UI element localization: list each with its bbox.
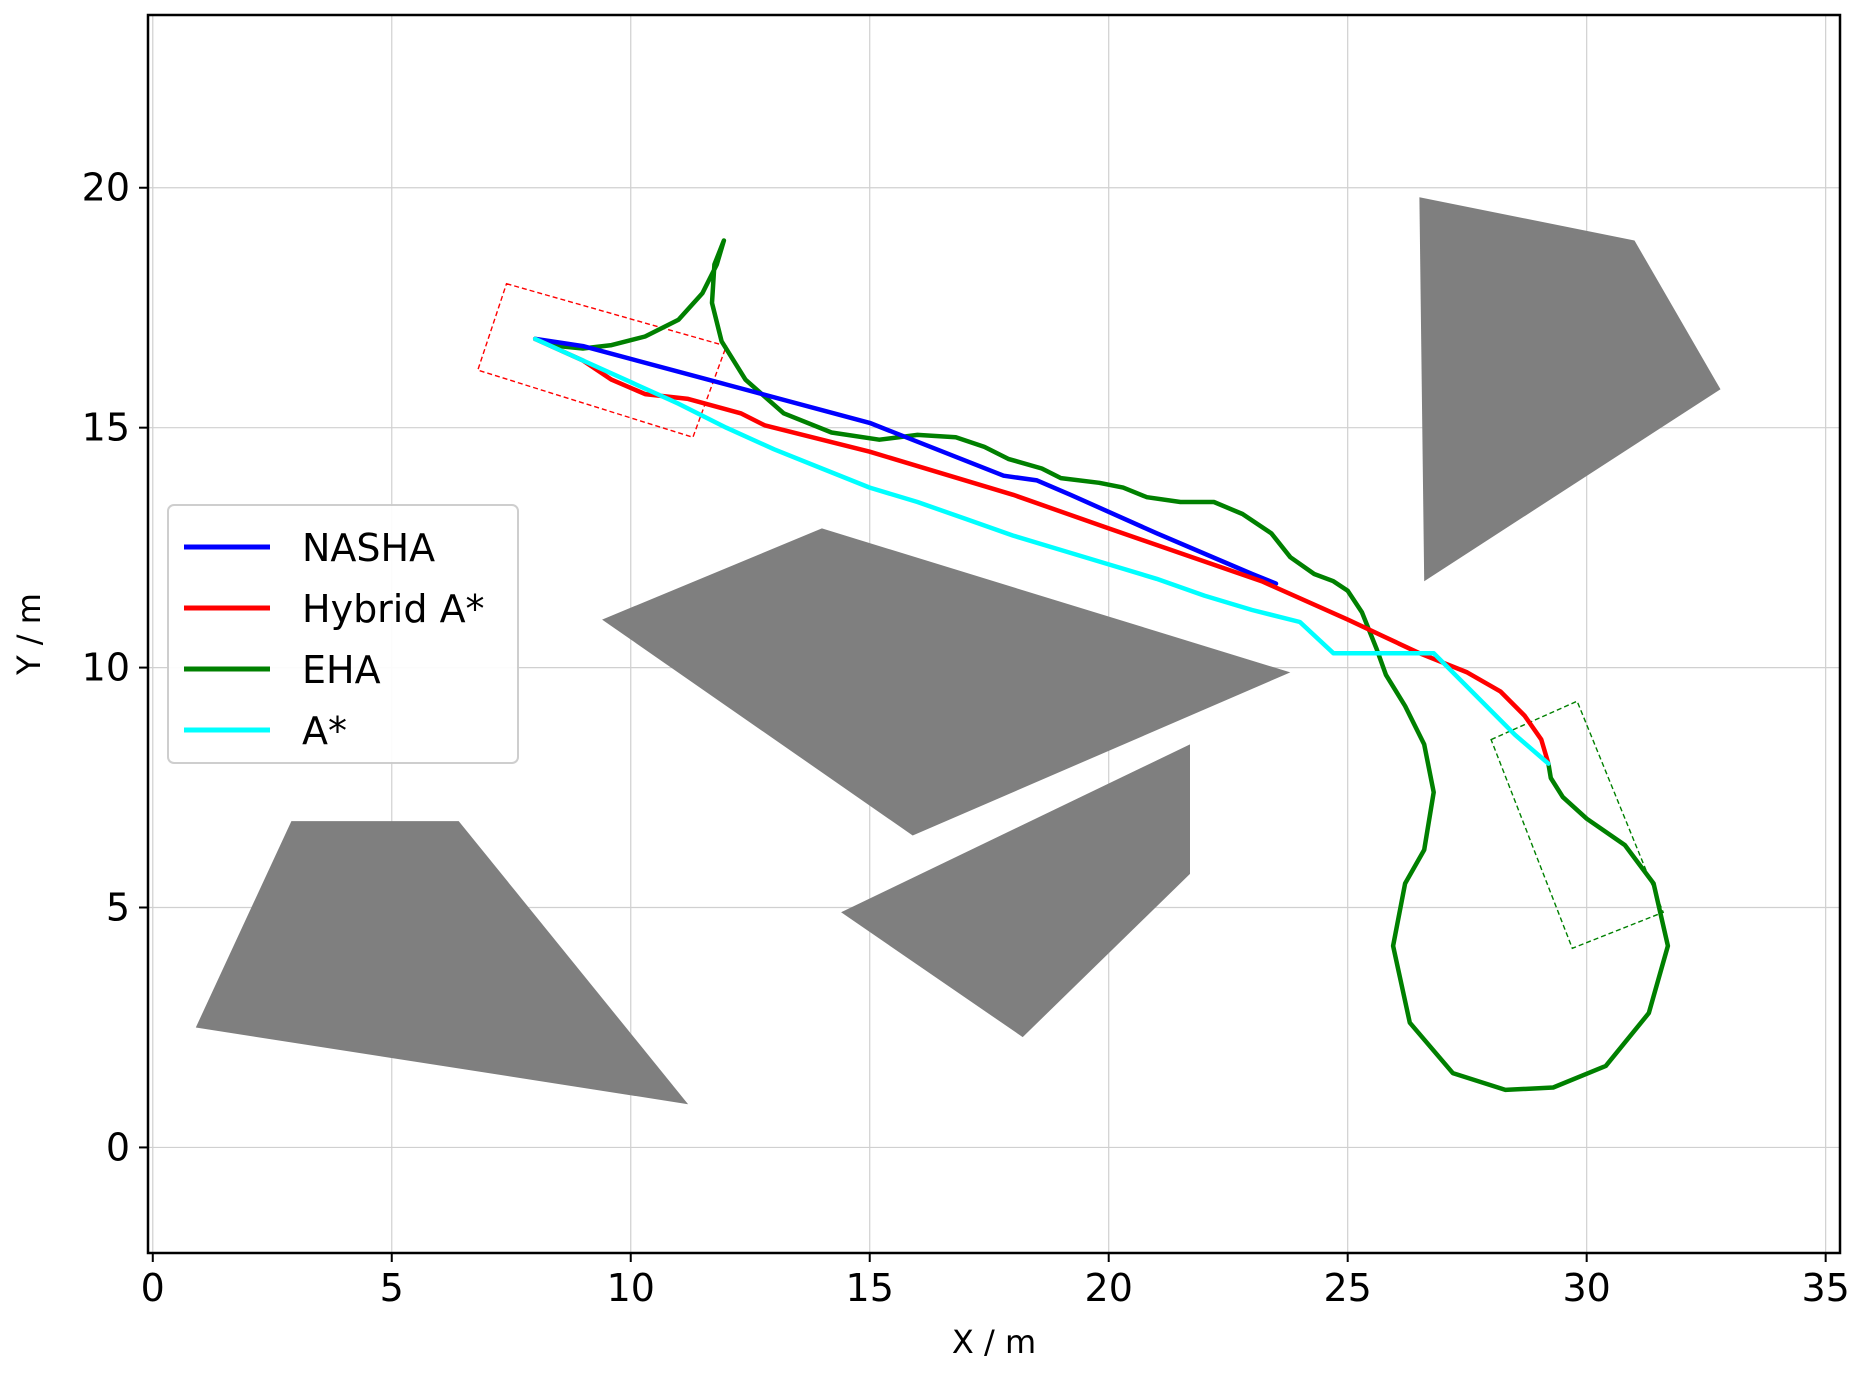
start-vehicle-box <box>476 282 728 439</box>
series-line-eha <box>532 238 1671 1093</box>
y-tick-label: 10 <box>82 646 130 690</box>
x-axis-title: X / m <box>952 1323 1036 1361</box>
x-tick-label: 20 <box>1085 1266 1133 1310</box>
legend-label: NASHA <box>302 526 435 570</box>
x-tick-label: 0 <box>141 1266 165 1310</box>
y-tick-label: 15 <box>82 406 130 450</box>
y-tick-label: 0 <box>106 1125 130 1169</box>
legend-box <box>167 504 519 764</box>
obstacle-polygon <box>195 821 689 1105</box>
y-tick-label: 20 <box>82 166 130 210</box>
goal-vehicle-box <box>1490 700 1665 950</box>
x-tick-label: 35 <box>1801 1266 1849 1310</box>
legend: NASHA Hybrid A* EHA A* <box>167 504 519 764</box>
legend-label: A* <box>302 709 347 753</box>
x-tick-label: 30 <box>1562 1266 1610 1310</box>
x-tick-label: 10 <box>607 1266 655 1310</box>
legend-label: EHA <box>302 648 381 692</box>
series-lines <box>532 238 1671 1093</box>
obstacle-polygon <box>602 528 1291 836</box>
x-tick-label: 5 <box>380 1266 404 1310</box>
axes-frame <box>146 13 1842 1255</box>
vehicle-boxes <box>476 282 1665 950</box>
series-line-hybrid-a <box>532 336 1551 766</box>
x-tick-label: 15 <box>846 1266 894 1310</box>
obstacle-polygon <box>1419 197 1721 582</box>
y-tick-label: 5 <box>106 886 130 930</box>
obstacle-polygon <box>841 744 1190 1038</box>
legend-label: Hybrid A* <box>302 587 485 631</box>
x-tick-label: 25 <box>1324 1266 1372 1310</box>
obstacles <box>195 197 1721 1105</box>
series-line-a <box>532 336 1551 766</box>
series-line-nasha <box>532 336 1279 586</box>
axis-ticks: 0 5 10 15 20 25 30 35 0 5 10 15 20 <box>82 166 1850 1310</box>
y-axis-title: Y / m <box>10 593 48 676</box>
